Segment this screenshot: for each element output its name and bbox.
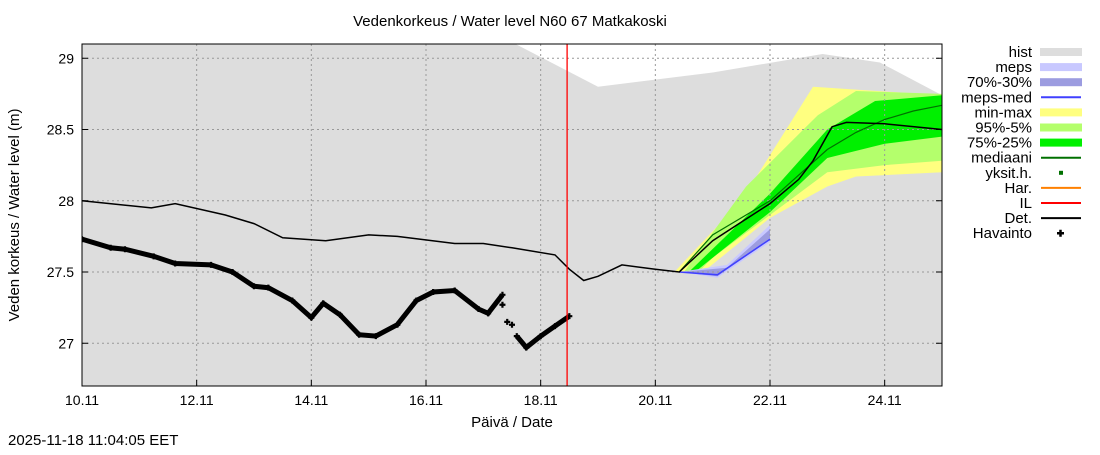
havainto-point [289,297,296,304]
y-tick-label: 28 [58,193,74,209]
havainto-point [208,261,214,268]
havainto-point [229,269,236,275]
havainto-point [82,236,85,243]
x-axis-label: Päivä / Date [471,414,553,431]
havainto-point [504,318,511,325]
legend-swatch-p70_30 [1040,78,1082,87]
legend-swatch-minmax [1040,108,1082,117]
plot-area [82,44,942,386]
y-tick-label: 27.5 [47,264,74,280]
legend-label-mediaani: mediaani [971,150,1032,167]
legend-label-il: IL [1019,195,1032,212]
legend-swatch-havainto [1057,229,1064,237]
x-tick-label: 14.11 [294,392,328,408]
havainto-point [122,246,128,253]
havainto-point [372,333,379,340]
havainto-line [82,236,505,339]
havainto-point [485,310,492,317]
legend-label-yksit: yksit.h. [985,165,1032,182]
havainto-point [537,333,544,340]
legend-swatch-yksit [1059,170,1063,175]
havainto-point [107,244,114,251]
legend-label-meps: meps [995,59,1032,76]
havainto-point [523,344,530,351]
havainto-point [337,311,343,318]
x-tick-label: 20.11 [638,392,672,408]
havainto-point [150,253,157,260]
havainto-point [265,284,272,291]
havainto-point [513,333,520,340]
det-line [82,121,942,282]
legend-label-det: Det. [1004,210,1032,227]
legend-swatch-p95_5 [1040,123,1082,132]
havainto-point [475,306,482,313]
x-tick-label: 22.11 [753,392,787,408]
y-tick-label: 29 [58,50,74,66]
havainto-point [499,291,506,298]
timestamp: 2025-11-18 11:04:05 EET [8,432,178,449]
legend-label-p75_25: 75%-25% [967,135,1032,152]
legend-swatch-p75_25 [1040,138,1082,147]
chart-title: Vedenkorkeus / Water level N60 67 Matkak… [353,13,667,30]
plot-frame [81,43,943,387]
havainto-point [320,300,327,307]
hist-band [82,44,942,386]
havainto-point [499,301,506,308]
legend-label-meps_med: meps-med [961,89,1032,106]
havainto-point [413,297,420,304]
x-tick-label: 18.11 [524,392,558,408]
legend-label-p95_5: 95%-5% [975,120,1032,137]
x-tick-label: 24.11 [868,392,902,408]
meps-med-line [679,238,771,276]
havainto-point [451,287,458,294]
y-axis-label: Veden korkeus / Water level (m) [6,109,23,322]
y-tick-label: 28.5 [47,122,74,138]
legend-label-har: Har. [1004,180,1032,197]
y-tick-label: 27 [58,335,74,351]
x-tick-label: 16.11 [409,392,443,408]
legend-label-hist: hist [1009,44,1033,61]
x-tick-label: 10.11 [65,392,99,408]
legend-swatch-hist [1040,48,1082,56]
havainto-point [308,314,315,321]
havainto-point [509,321,515,328]
legend-label-havainto: Havainto [973,225,1032,242]
legend-label-minmax: min-max [974,104,1032,121]
havainto-point [356,331,363,338]
havainto-point [251,283,257,290]
havainto-point [394,321,401,328]
havainto-point [552,323,558,330]
legend-label-p70_30: 70%-30% [967,74,1032,91]
mediaani-line [678,104,942,273]
p75-25-band [688,95,942,272]
havainto-point [172,260,179,267]
havainto-point [430,288,437,295]
x-tick-label: 12.11 [180,392,214,408]
legend-swatch-meps [1040,63,1082,72]
